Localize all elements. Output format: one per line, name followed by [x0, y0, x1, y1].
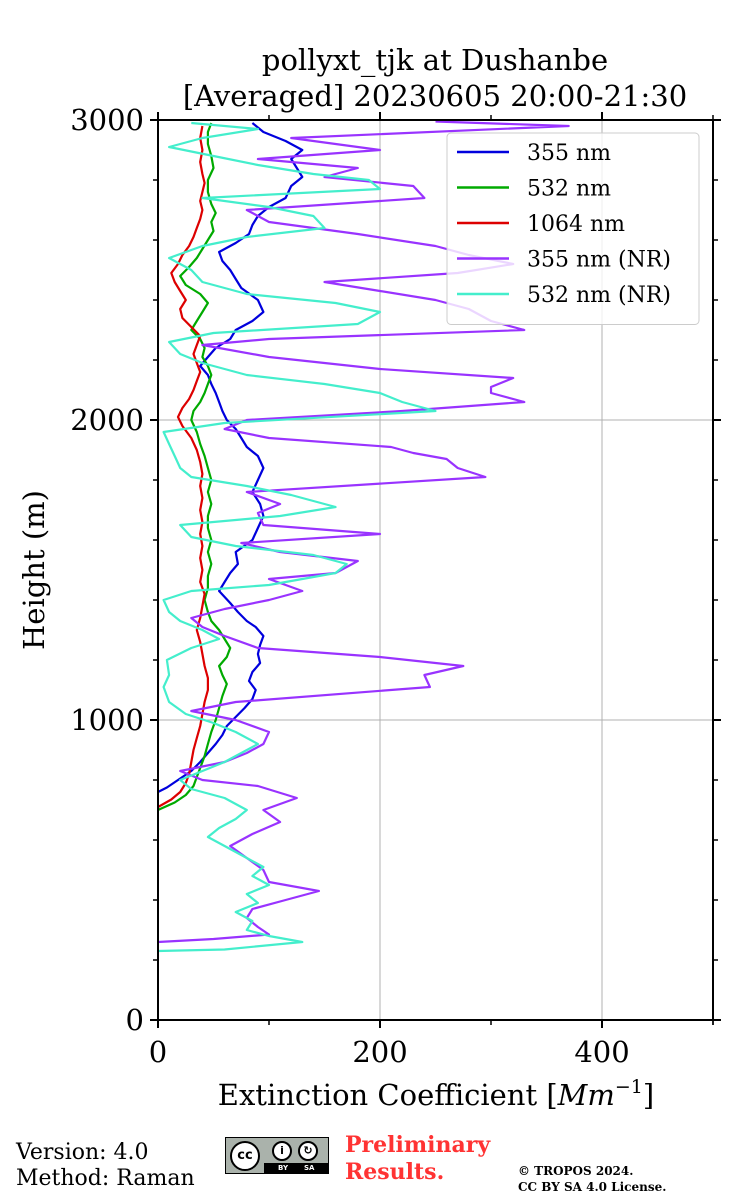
- method-text: Method: Raman: [16, 1166, 195, 1191]
- x-tick-label: 400: [574, 1035, 629, 1069]
- results-text: Results.: [345, 1159, 445, 1185]
- preliminary-text: Preliminary: [345, 1132, 491, 1158]
- y-tick-label: 3000: [70, 103, 144, 137]
- y-axis-label: Height (m): [17, 490, 51, 650]
- series-line: [158, 125, 209, 808]
- version-text: Version: 4.0: [16, 1140, 149, 1165]
- extinction-profile-chart: 0 200 400 0 1000 2000 3000 Extinction Coeffici…: [17, 103, 721, 1112]
- x-axis-label: Extinction Coefficient [Mm−1]: [218, 1076, 654, 1112]
- series-line: [158, 121, 437, 953]
- axes: [157, 119, 714, 1021]
- series-line: [158, 122, 304, 793]
- legend-label: 355 nm: [527, 141, 611, 166]
- series-line: [158, 122, 232, 812]
- chart-title-line2: [Averaged] 20230605 20:00-21:30: [182, 79, 688, 113]
- legend-label: 532 nm: [527, 177, 611, 202]
- y-tick-label: 0: [126, 1003, 144, 1037]
- x-tick-label: 0: [149, 1035, 167, 1069]
- legend-label: 1064 nm: [527, 212, 625, 237]
- legend: 355 nm 532 nm 1064 nm 355 nm (NR) 532 nm (NR…: [446, 132, 700, 325]
- y-tick-label: 2000: [70, 403, 144, 437]
- legend-label: 532 nm (NR): [527, 283, 671, 308]
- license-strip: [264, 1163, 328, 1173]
- share-alike-icon: ↻: [298, 1141, 318, 1161]
- y-tick-label: 1000: [70, 703, 144, 737]
- license-text: CC BY SA 4.0 License.: [518, 1180, 667, 1194]
- x-tick-label: 200: [352, 1035, 407, 1069]
- cc-icon: cc: [230, 1141, 260, 1171]
- by-person-icon: i: [272, 1141, 292, 1161]
- legend-box: [446, 132, 700, 325]
- copyright-text: © TROPOS 2024.: [518, 1164, 634, 1178]
- cc-license-badge: cc i ↻ BY SA: [225, 1137, 329, 1174]
- sa-label: SA: [304, 1164, 315, 1172]
- plot-frame: [157, 119, 714, 1021]
- by-label: BY: [278, 1164, 289, 1172]
- ticks: 0 200 400 0 1000 2000 3000: [70, 103, 721, 1069]
- legend-label: 355 nm (NR): [527, 248, 671, 273]
- chart-title-line1: pollyxt_tjk at Dushanbe: [261, 43, 609, 77]
